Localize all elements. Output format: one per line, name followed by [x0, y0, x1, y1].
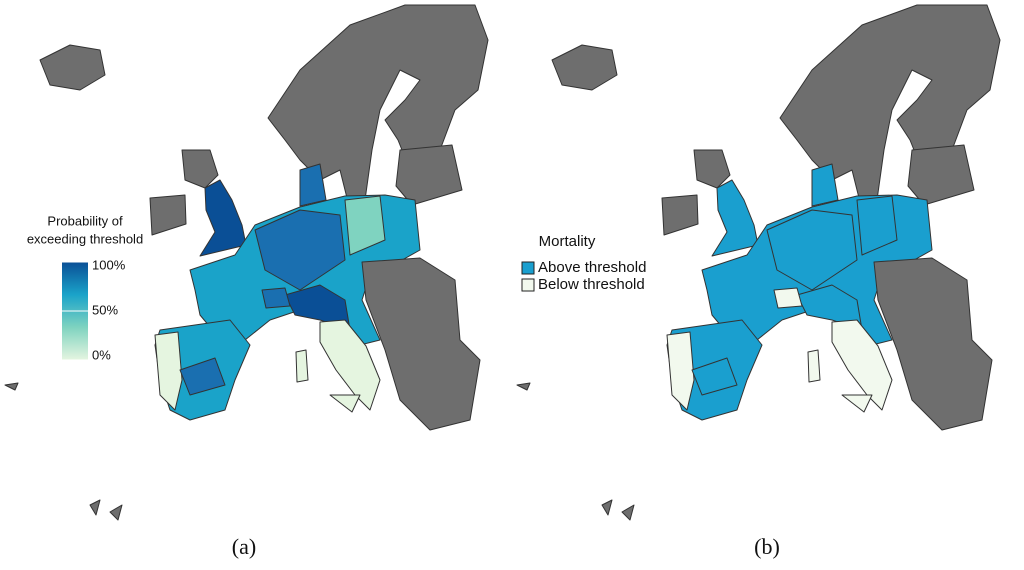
map-b	[516, 4, 1001, 521]
region-germany	[254, 209, 346, 291]
region-islands	[516, 382, 635, 521]
panel-label: (a)	[232, 534, 256, 559]
region-finland-east	[907, 144, 975, 206]
region-sicily	[841, 394, 873, 413]
region-andalusia	[691, 357, 738, 396]
region-portugal	[666, 331, 695, 411]
colorbar-label: 100%	[92, 257, 126, 272]
region-scandinavia	[779, 4, 1001, 211]
legend-label: Above threshold	[538, 259, 646, 276]
region-balkans	[873, 257, 993, 431]
legend-swatch	[521, 261, 535, 275]
region-sicily	[329, 394, 361, 413]
region-poland	[344, 195, 386, 256]
legend-title: Mortality	[539, 233, 596, 250]
region-england	[711, 179, 759, 257]
legend-title: Probability of	[47, 213, 123, 228]
region-portugal	[154, 331, 183, 411]
region-england	[199, 179, 247, 257]
region-iceland	[39, 44, 106, 91]
region-switzerland	[261, 287, 291, 309]
legend-swatch	[521, 278, 535, 292]
region-poland	[856, 195, 898, 256]
region-denmark	[811, 163, 839, 207]
region-iceland	[551, 44, 618, 91]
map-a	[4, 4, 489, 521]
region-balkans	[361, 257, 481, 431]
colorbar-label: 50%	[92, 302, 118, 317]
region-sardinia	[807, 349, 821, 383]
colorbar-label: 0%	[92, 347, 111, 362]
region-italy	[831, 319, 893, 411]
region-islands	[4, 382, 123, 521]
legend-label: Below threshold	[538, 276, 645, 293]
region-andalusia	[179, 357, 226, 396]
region-scotland	[693, 149, 731, 189]
region-germany	[766, 209, 858, 291]
panel-label: (b)	[754, 534, 780, 559]
region-denmark	[299, 163, 327, 207]
legend-title: exceeding threshold	[27, 231, 143, 246]
region-ireland	[149, 194, 187, 236]
region-scandinavia	[267, 4, 489, 211]
region-switzerland	[773, 287, 803, 309]
region-scotland	[181, 149, 219, 189]
region-ireland	[661, 194, 699, 236]
region-italy	[319, 319, 381, 411]
region-sardinia	[295, 349, 309, 383]
region-finland-east	[395, 144, 463, 206]
